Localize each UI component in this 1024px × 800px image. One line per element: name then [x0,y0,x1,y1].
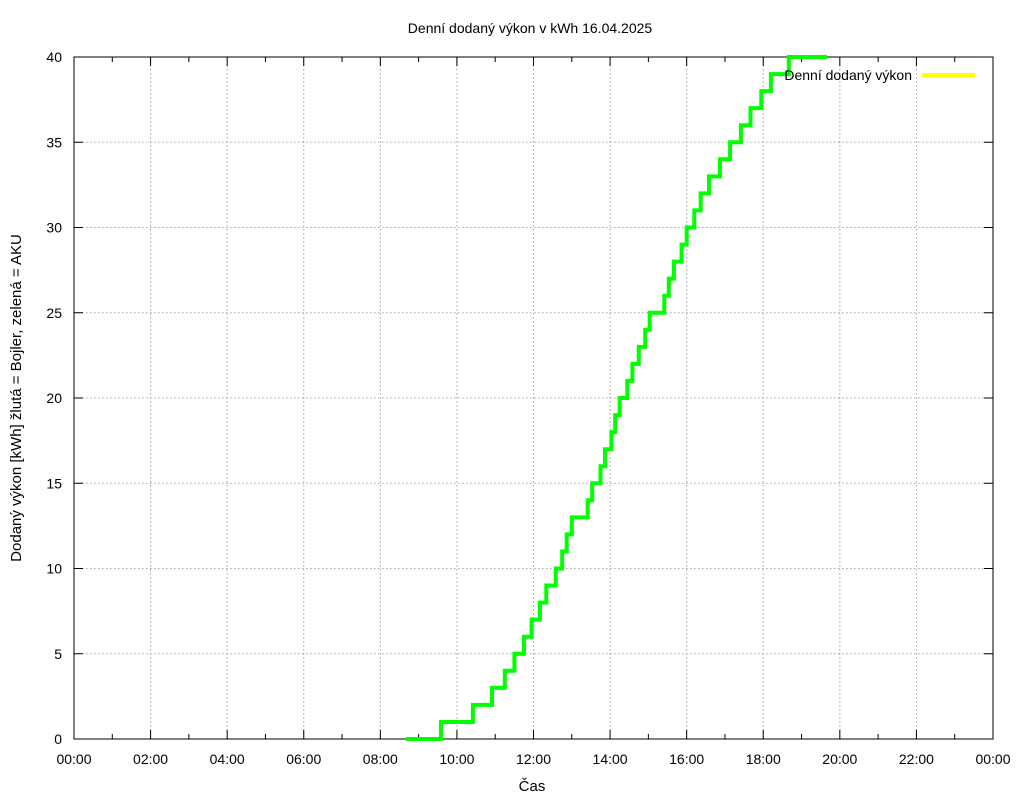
x-tick-label: 08:00 [363,751,398,767]
y-tick-label: 40 [46,49,62,65]
x-tick-label: 16:00 [669,751,704,767]
y-tick-label: 10 [46,561,62,577]
x-tick-label: 04:00 [210,751,245,767]
y-tick-label: 30 [46,220,62,236]
x-tick-label: 00:00 [56,751,91,767]
legend: Denní dodaný výkon [784,67,975,83]
x-tick-label: 00:00 [975,751,1010,767]
y-tick-label: 20 [46,390,62,406]
x-axis-label: Čas [519,778,546,795]
x-tick-label: 20:00 [822,751,857,767]
x-tick-label: 12:00 [516,751,551,767]
x-tick-label: 10:00 [439,751,474,767]
y-tick-label: 0 [54,731,62,747]
chart-title: Denní dodaný výkon v kWh 16.04.2025 [408,20,653,36]
x-tick-label: 22:00 [899,751,934,767]
x-tick-label: 06:00 [286,751,321,767]
legend-label: Denní dodaný výkon [784,67,912,83]
axis-ticks [73,56,994,740]
data-series [405,55,828,741]
y-tick-label: 15 [46,475,62,491]
grid [74,57,993,739]
y-axis-label: Dodaný výkon [kWh] žlutá = Bojler, zelen… [8,234,25,562]
x-tick-label: 18:00 [746,751,781,767]
x-tick-label: 02:00 [133,751,168,767]
y-tick-labels: 0 5 10 15 20 25 30 35 40 [46,49,62,747]
x-tick-label: 14:00 [593,751,628,767]
y-tick-label: 35 [46,134,62,150]
x-tick-labels: 00:00 02:00 04:00 06:00 08:00 10:00 12:00 14:00… [56,751,1010,767]
y-tick-label: 5 [54,646,62,662]
y-tick-label: 25 [46,305,62,321]
